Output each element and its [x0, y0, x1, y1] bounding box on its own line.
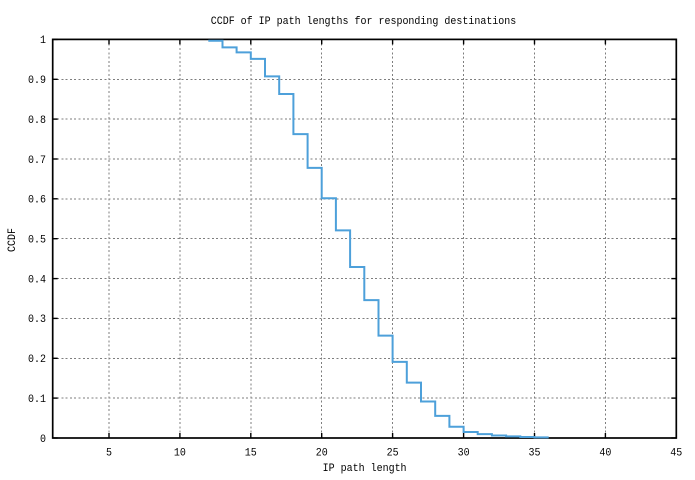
svg-text:CCDF: CCDF: [7, 228, 19, 252]
svg-text:IP path length: IP path length: [323, 462, 407, 474]
svg-text:0.4: 0.4: [28, 274, 46, 286]
svg-text:20: 20: [316, 447, 328, 459]
svg-text:15: 15: [245, 447, 257, 459]
svg-text:0.9: 0.9: [28, 75, 46, 87]
svg-text:45: 45: [670, 447, 682, 459]
svg-text:35: 35: [529, 447, 541, 459]
svg-text:30: 30: [458, 447, 470, 459]
svg-text:0.2: 0.2: [28, 354, 46, 366]
svg-text:0.7: 0.7: [28, 154, 46, 166]
svg-text:0: 0: [40, 433, 46, 445]
svg-text:25: 25: [387, 447, 399, 459]
svg-text:1: 1: [40, 35, 46, 47]
svg-text:5: 5: [106, 447, 112, 459]
svg-text:0.8: 0.8: [28, 115, 46, 127]
svg-text:10: 10: [174, 447, 186, 459]
svg-text:0.3: 0.3: [28, 314, 46, 326]
svg-text:CCDF of IP path lengths for re: CCDF of IP path lengths for responding d…: [211, 15, 517, 27]
svg-text:40: 40: [599, 447, 611, 459]
svg-text:0.5: 0.5: [28, 234, 46, 246]
svg-text:0.1: 0.1: [28, 394, 46, 406]
svg-text:0.6: 0.6: [28, 194, 46, 206]
